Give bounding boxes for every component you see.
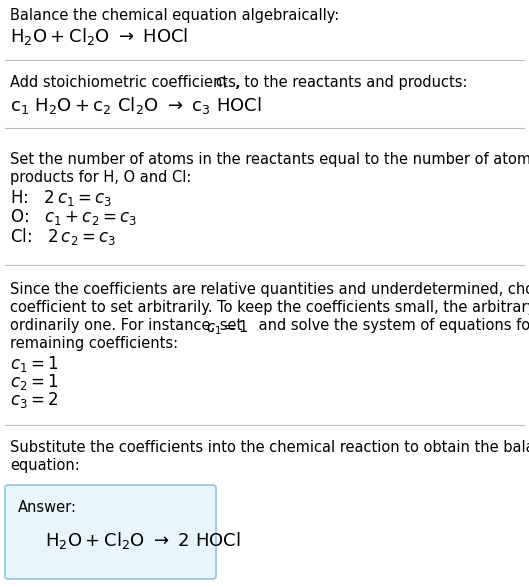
Text: Add stoichiometric coefficients,: Add stoichiometric coefficients, [10,75,245,90]
Text: Balance the chemical equation algebraically:: Balance the chemical equation algebraica… [10,8,339,23]
FancyBboxPatch shape [5,485,216,579]
Text: $\rm H_2O + Cl_2O\ \rightarrow\ HOCl$: $\rm H_2O + Cl_2O\ \rightarrow\ HOCl$ [10,26,188,47]
Text: Since the coefficients are relative quantities and underdetermined, choose a: Since the coefficients are relative quan… [10,282,529,297]
Text: ordinarily one. For instance, set: ordinarily one. For instance, set [10,318,247,333]
Text: $c_1 = 1$: $c_1 = 1$ [206,318,249,337]
Text: Substitute the coefficients into the chemical reaction to obtain the balanced: Substitute the coefficients into the che… [10,440,529,455]
Text: H:   $2\,c_1 = c_3$: H: $2\,c_1 = c_3$ [10,188,112,208]
Text: O:   $c_1 + c_2 = c_3$: O: $c_1 + c_2 = c_3$ [10,207,137,227]
Text: , to the reactants and products:: , to the reactants and products: [235,75,468,90]
Text: and solve the system of equations for the: and solve the system of equations for th… [254,318,529,333]
Text: coefficient to set arbitrarily. To keep the coefficients small, the arbitrary va: coefficient to set arbitrarily. To keep … [10,300,529,315]
Text: Cl:   $2\,c_2 = c_3$: Cl: $2\,c_2 = c_3$ [10,226,116,247]
Text: remaining coefficients:: remaining coefficients: [10,336,178,351]
Text: $\rm H_2O + Cl_2O\ \rightarrow\ 2\ HOCl$: $\rm H_2O + Cl_2O\ \rightarrow\ 2\ HOCl$ [45,530,241,551]
Text: $c_3 = 2$: $c_3 = 2$ [10,390,58,410]
Text: products for H, O and Cl:: products for H, O and Cl: [10,170,191,185]
Text: $c_i$: $c_i$ [215,75,228,91]
Text: Set the number of atoms in the reactants equal to the number of atoms in the: Set the number of atoms in the reactants… [10,152,529,167]
Text: Answer:: Answer: [18,500,77,515]
Text: $c_1 = 1$: $c_1 = 1$ [10,354,59,374]
Text: $\rm c_1\ H_2O + c_2\ Cl_2O\ \rightarrow\ c_3\ HOCl$: $\rm c_1\ H_2O + c_2\ Cl_2O\ \rightarrow… [10,95,262,116]
Text: $c_2 = 1$: $c_2 = 1$ [10,372,59,392]
Text: equation:: equation: [10,458,80,473]
